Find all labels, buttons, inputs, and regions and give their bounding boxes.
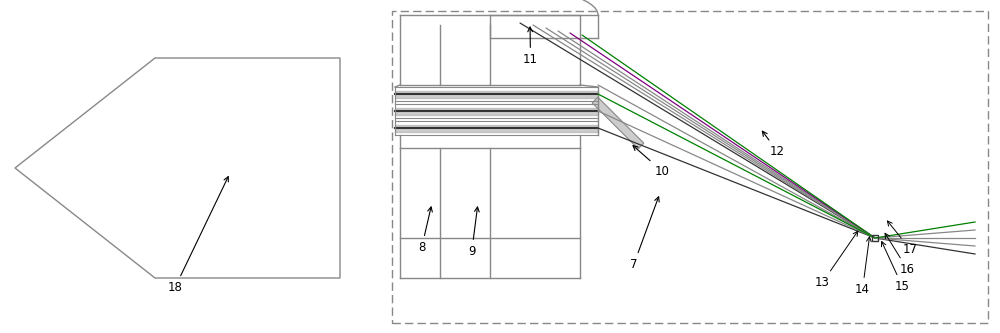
Text: 9: 9 (468, 207, 479, 258)
Text: 16: 16 (885, 233, 915, 276)
Text: 8: 8 (418, 207, 432, 254)
Text: 18: 18 (168, 176, 228, 294)
Text: 14: 14 (855, 237, 871, 296)
Text: 12: 12 (762, 131, 785, 158)
Text: 17: 17 (887, 221, 918, 256)
Polygon shape (592, 97, 644, 149)
Text: 10: 10 (633, 146, 670, 178)
Text: 15: 15 (881, 241, 910, 293)
Bar (392, 11, 988, 323)
Text: 7: 7 (630, 197, 659, 271)
Text: 13: 13 (815, 231, 858, 289)
Text: 11: 11 (523, 27, 538, 66)
